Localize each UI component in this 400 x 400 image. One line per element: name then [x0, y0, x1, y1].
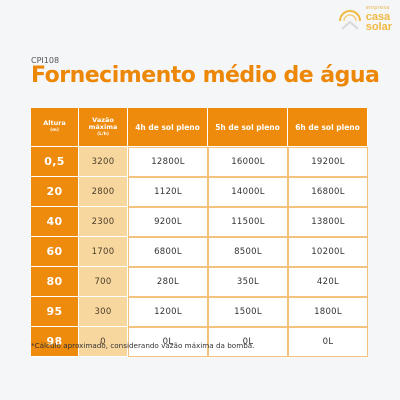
cell-vazao: 300	[79, 297, 128, 327]
cell-5h: 14000L	[208, 177, 288, 207]
cell-vazao: 700	[79, 267, 128, 297]
cell-6h: 1800L	[288, 297, 368, 327]
cell-vazao: 1700	[79, 237, 128, 267]
cell-5h: 0L	[208, 327, 288, 357]
header-6h: 6h de sol pleno	[288, 108, 368, 147]
table-row: 20 2800 1120L 14000L 16800L	[31, 177, 368, 207]
header-vazao: Vazão máxima (L/h)	[79, 108, 128, 147]
cell-vazao: 3200	[79, 147, 128, 177]
header-altura-label: Altura	[43, 119, 66, 127]
house-sun-icon	[338, 10, 361, 30]
cell-4h: 0L	[128, 327, 208, 357]
cell-4h: 280L	[128, 267, 208, 297]
logo-brand-line1: casa	[365, 11, 391, 23]
cell-4h: 1120L	[128, 177, 208, 207]
cell-5h: 1500L	[208, 297, 288, 327]
cell-4h: 1200L	[128, 297, 208, 327]
header-vazao-line2: máxima	[88, 122, 118, 131]
table-row: 95 300 1200L 1500L 1800L	[31, 297, 368, 327]
cell-altura: 60	[31, 237, 79, 267]
cell-6h: 420L	[288, 267, 368, 297]
header-altura-unit: (m)	[50, 128, 59, 133]
table-row: 98 0 0L 0L 0L	[31, 327, 368, 357]
logo-brand-line2: solar	[365, 21, 392, 33]
cell-altura: 40	[31, 207, 79, 237]
logo-small-text: empresa	[365, 5, 390, 11]
cell-altura: 80	[31, 267, 79, 297]
cell-vazao: 2800	[79, 177, 128, 207]
cell-6h: 19200L	[288, 147, 368, 177]
cell-5h: 16000L	[208, 147, 288, 177]
table-header-row: Altura (m) Vazão máxima (L/h) 4h de sol …	[31, 108, 368, 147]
cell-4h: 6800L	[128, 237, 208, 267]
cell-4h: 9200L	[128, 207, 208, 237]
cell-4h: 12800L	[128, 147, 208, 177]
header-altura: Altura (m)	[31, 108, 79, 147]
cell-5h: 8500L	[208, 237, 288, 267]
cell-altura: 98	[31, 327, 79, 357]
table-row: 60 1700 6800L 8500L 10200L	[31, 237, 368, 267]
footnote: *Cálculo aproximado, considerando vazão …	[31, 341, 255, 350]
cell-altura: 0,5	[31, 147, 79, 177]
product-code: CPI108	[31, 56, 60, 65]
cell-6h: 16800L	[288, 177, 368, 207]
cell-vazao: 0	[79, 327, 128, 357]
header-vazao-unit: (L/h)	[97, 131, 109, 137]
header-vazao-line1: Vazão	[92, 115, 114, 124]
cell-6h: 0L	[288, 327, 368, 357]
header-4h: 4h de sol pleno	[128, 108, 208, 147]
cell-altura: 20	[31, 177, 79, 207]
cell-altura: 95	[31, 297, 79, 327]
brand-logo: empresa casa solar	[336, 6, 392, 35]
cell-5h: 11500L	[208, 207, 288, 237]
cell-6h: 13800L	[288, 207, 368, 237]
table-row: 80 700 280L 350L 420L	[31, 267, 368, 297]
table-row: 0,5 3200 12800L 16000L 19200L	[31, 147, 368, 177]
cell-5h: 350L	[208, 267, 288, 297]
table-row: 40 2300 9200L 11500L 13800L	[31, 207, 368, 237]
water-supply-table: Altura (m) Vazão máxima (L/h) 4h de sol …	[31, 108, 368, 357]
header-5h: 5h de sol pleno	[208, 108, 288, 147]
cell-vazao: 2300	[79, 207, 128, 237]
page-title: Fornecimento médio de água	[31, 63, 380, 88]
cell-6h: 10200L	[288, 237, 368, 267]
